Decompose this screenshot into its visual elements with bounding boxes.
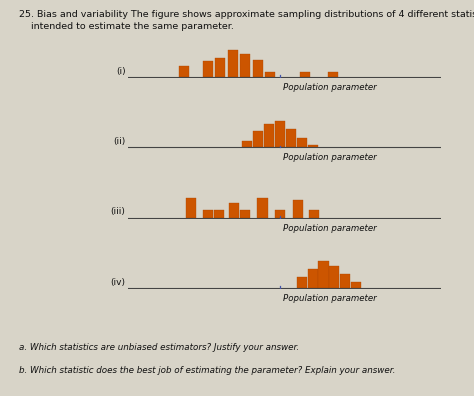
Bar <box>253 60 263 77</box>
Bar <box>286 129 296 147</box>
Bar <box>242 141 252 147</box>
Bar <box>264 124 274 147</box>
Bar <box>203 61 213 77</box>
Bar <box>293 200 303 217</box>
Bar <box>275 120 285 147</box>
Text: (ii): (ii) <box>113 137 126 146</box>
Bar <box>229 203 239 217</box>
Text: a. Which statistics are unbiased estimators? Justify your answer.: a. Which statistics are unbiased estimat… <box>19 343 299 352</box>
Text: (iii): (iii) <box>111 208 126 216</box>
Bar <box>329 267 339 288</box>
Bar <box>257 198 267 217</box>
Bar <box>300 72 310 77</box>
Bar <box>215 58 225 77</box>
Text: b. Which statistic does the best job of estimating the parameter? Explain your a: b. Which statistic does the best job of … <box>19 366 395 375</box>
Bar <box>203 210 213 217</box>
Bar <box>297 277 307 288</box>
Bar <box>308 145 318 147</box>
Bar <box>265 72 275 77</box>
Bar <box>179 66 189 77</box>
Bar <box>240 210 250 217</box>
Text: Population parameter: Population parameter <box>283 224 376 233</box>
Bar <box>340 274 350 288</box>
Text: Population parameter: Population parameter <box>283 154 376 162</box>
Bar <box>309 210 319 217</box>
Text: 25. Bias and variability The figure shows approximate sampling distributions of : 25. Bias and variability The figure show… <box>19 10 474 19</box>
Text: Population parameter: Population parameter <box>283 83 376 92</box>
Text: Population parameter: Population parameter <box>283 294 376 303</box>
Text: (iv): (iv) <box>110 278 126 287</box>
Bar <box>351 282 361 288</box>
Text: (i): (i) <box>116 67 126 76</box>
Bar <box>319 261 328 288</box>
Bar <box>275 210 285 217</box>
Bar <box>297 138 307 147</box>
Text: intended to estimate the same parameter.: intended to estimate the same parameter. <box>19 22 234 31</box>
Bar <box>214 210 224 217</box>
Bar <box>240 54 250 77</box>
Bar <box>185 198 196 217</box>
Bar <box>328 72 338 77</box>
Bar <box>308 268 318 288</box>
Bar <box>228 50 238 77</box>
Bar <box>253 131 263 147</box>
